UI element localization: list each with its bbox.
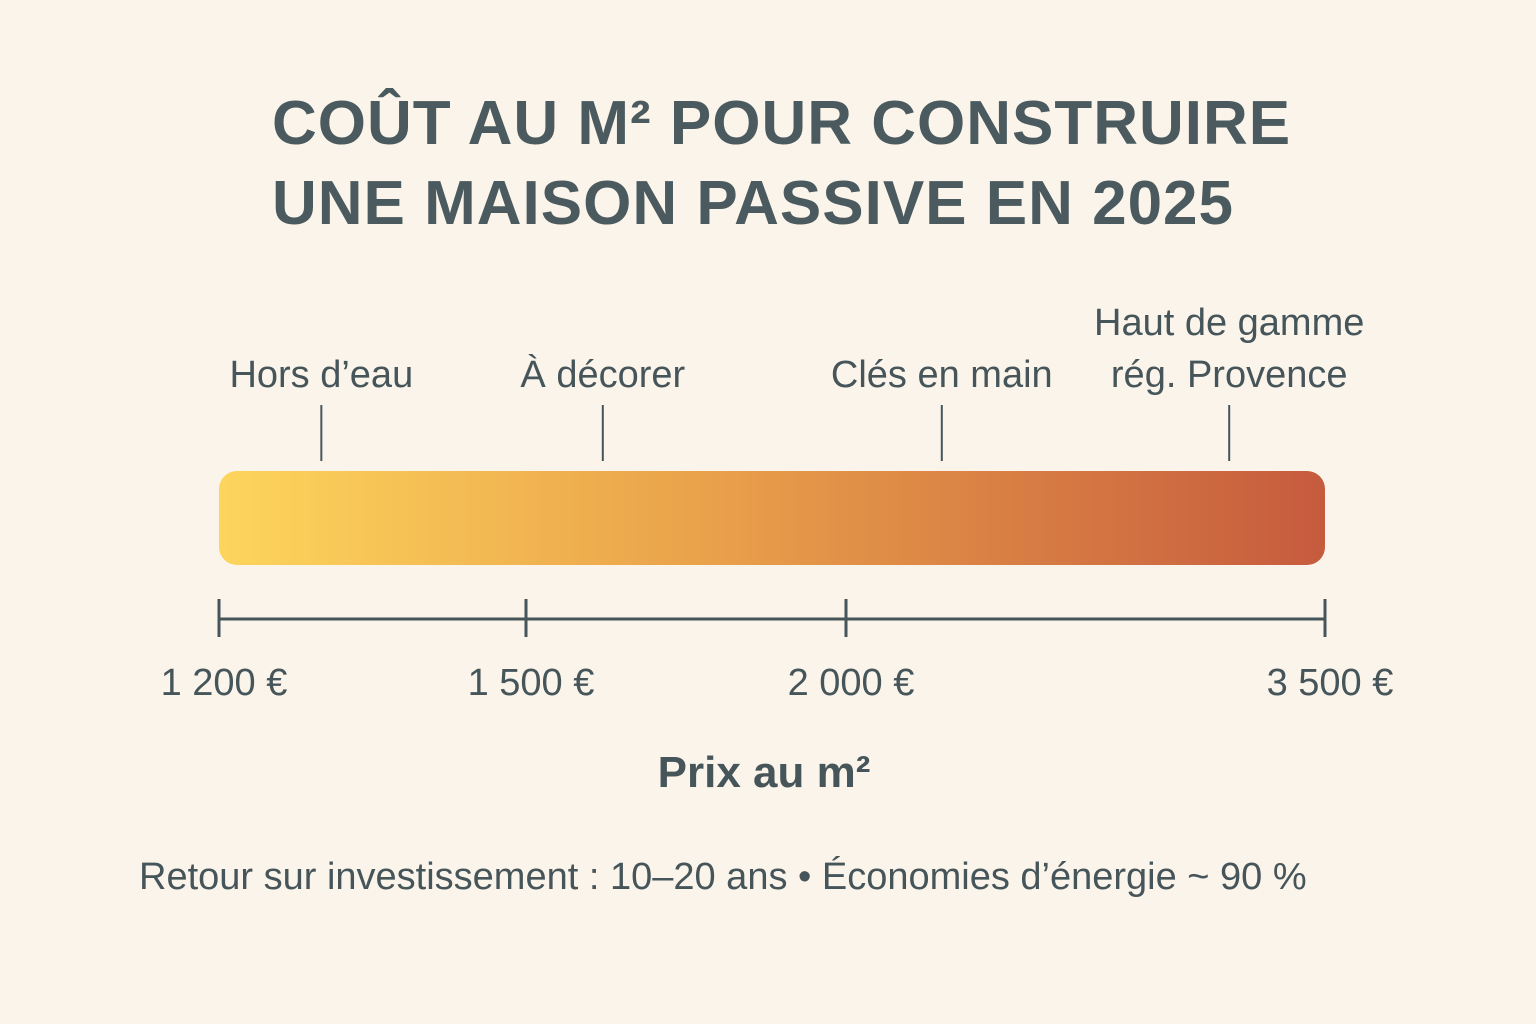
price-gradient-bar	[219, 471, 1325, 565]
marker-label: Haut de gamme	[1094, 302, 1364, 344]
x-axis-tick-label: 1 200 €	[161, 662, 288, 704]
chart-title-line-2: UNE MAISON PASSIVE EN 2025	[272, 169, 1235, 238]
x-axis: 1 200 € 1 500 € 2 000 € 3 500 €	[161, 599, 1394, 704]
x-axis-title: Prix au m²	[657, 748, 871, 797]
marker-label: Hors d’eau	[229, 354, 413, 396]
chart-title-line-1: COÛT AU M² POUR CONSTRUIRE	[272, 89, 1292, 158]
x-axis-tick-label: 3 500 €	[1267, 662, 1394, 704]
x-axis-tick-label: 1 500 €	[468, 662, 595, 704]
x-axis-tick-label: 2 000 €	[788, 662, 915, 704]
marker-label: Clés en main	[831, 354, 1053, 396]
marker-group: Hors d’eau À décorer Clés en main Haut de g…	[229, 302, 1364, 461]
marker-label: rég. Provence	[1111, 354, 1348, 396]
footnote: Retour sur investissement : 10–20 ans • …	[139, 856, 1307, 898]
chart-title: COÛT AU M² POUR CONSTRUIRE UNE MAISON PA…	[272, 84, 1291, 244]
marker-label: À décorer	[520, 353, 685, 396]
